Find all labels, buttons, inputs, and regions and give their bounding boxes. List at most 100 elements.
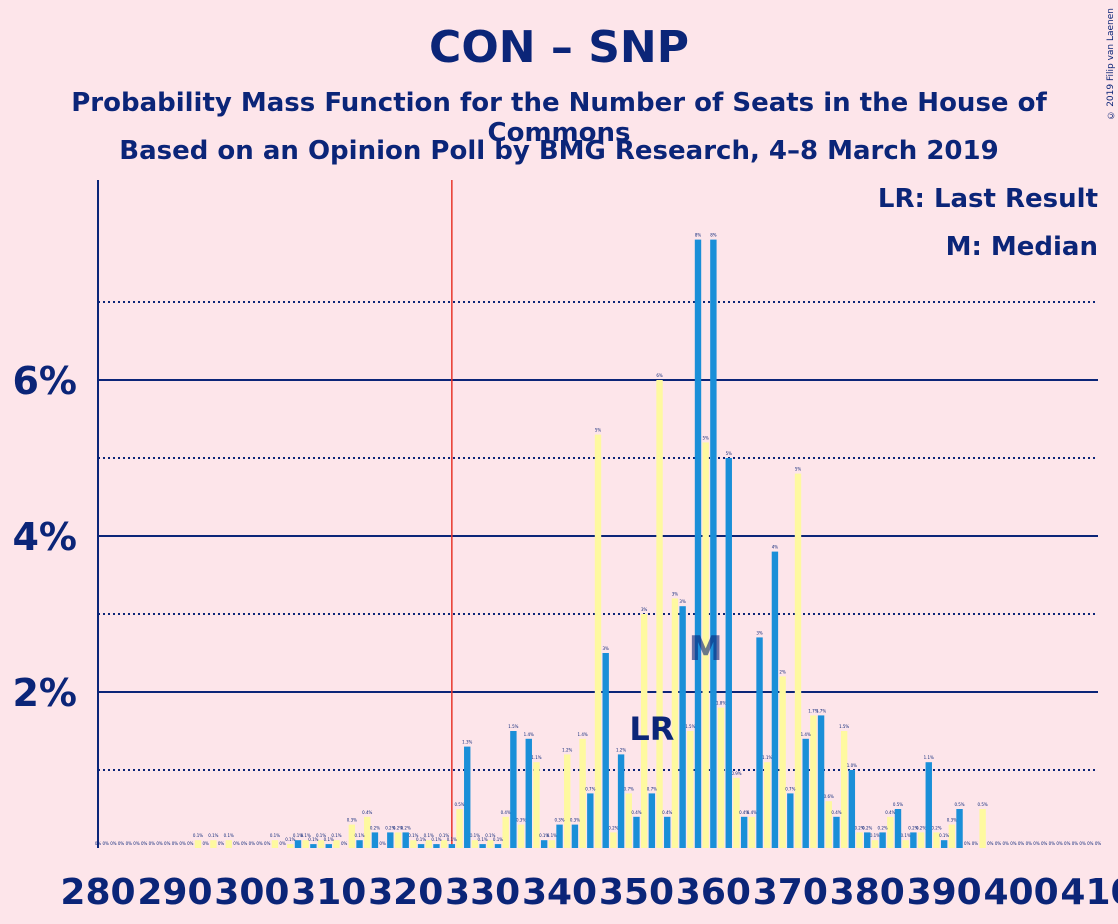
yellow-series-bar <box>210 840 217 848</box>
yellow-series-data-label: 0.1% <box>301 833 311 838</box>
blue-series-data-label: 0.5% <box>893 802 903 807</box>
yellow-series-data-label: 5% <box>795 467 802 472</box>
yellow-series-data-label: 0% <box>164 841 171 846</box>
legend-median: M: Median <box>945 232 1098 262</box>
blue-series-data-label: 0.1% <box>539 833 549 838</box>
yellow-series-data-label: 1.5% <box>839 724 849 729</box>
blue-series-data-label: 0.1% <box>447 837 457 842</box>
yellow-series-bar <box>917 832 925 848</box>
yellow-series-data-label: 1.1% <box>762 755 772 760</box>
yellow-series-data-label: 0.1% <box>424 833 434 838</box>
blue-series-data-label: 0.1% <box>416 837 426 842</box>
blue-series-bar <box>848 770 856 848</box>
blue-series-data-label: 0.3% <box>570 818 580 823</box>
yellow-series-data-label: 0.2% <box>854 825 864 830</box>
chart-subtitle: Probability Mass Function for the Number… <box>71 88 1047 148</box>
blue-series-bar <box>787 793 794 848</box>
yellow-series-bar <box>287 844 294 848</box>
yellow-series-bar <box>425 840 432 848</box>
blue-series-data-label: 1.2% <box>616 747 626 752</box>
blue-series-data-label: 0% <box>172 841 179 846</box>
x-tick-label: 390 <box>907 872 982 913</box>
yellow-series-bar <box>564 754 571 848</box>
blue-series-data-label: 0% <box>1049 841 1056 846</box>
yellow-series-bar <box>656 380 663 848</box>
yellow-series-bar <box>487 840 494 848</box>
yellow-series-data-label: 0% <box>133 841 140 846</box>
yellow-series-data-label: 1.5% <box>685 724 695 729</box>
blue-series-data-label: 0.1% <box>308 837 318 842</box>
blue-series-data-label: 0.7% <box>785 786 795 791</box>
x-tick-label: 370 <box>753 872 828 913</box>
blue-series-bar <box>402 832 409 848</box>
blue-series-bar <box>433 844 440 848</box>
yellow-series-data-label: 0% <box>179 841 186 846</box>
blue-series-bar <box>725 458 732 848</box>
blue-series-data-label: 0.1% <box>293 833 303 838</box>
blue-series-data-label: 0% <box>110 841 117 846</box>
blue-series-bar <box>356 840 363 848</box>
x-tick-label: 320 <box>368 872 443 913</box>
blue-series-bar <box>694 239 702 849</box>
legend-last-result: LR: Last Result <box>877 184 1098 214</box>
yellow-series-data-label: 0.1% <box>870 833 880 838</box>
yellow-series-bar <box>856 832 863 848</box>
blue-series-data-label: 3% <box>679 599 686 604</box>
blue-series-data-label: 0.2% <box>878 825 888 830</box>
blue-series-data-label: 0% <box>279 841 286 846</box>
blue-series-bar <box>479 844 486 848</box>
blue-series-data-label: 0% <box>1064 841 1071 846</box>
yellow-series-data-label: 0% <box>379 841 386 846</box>
x-tick-label: 380 <box>830 872 905 913</box>
blue-series-data-label: 1.4% <box>801 732 811 737</box>
blue-series-data-label: 5% <box>726 451 733 456</box>
yellow-series-bar <box>302 840 309 848</box>
yellow-series-bar <box>194 840 202 848</box>
y-tick-label: 2% <box>12 671 77 715</box>
yellow-series-data-label: 0% <box>964 841 971 846</box>
blue-series-data-label: 0.7% <box>647 786 657 791</box>
yellow-series-data-label: 0.4% <box>747 810 757 815</box>
yellow-series-bar <box>717 707 725 848</box>
blue-series-bar <box>756 637 763 848</box>
blue-series-data-label: 0% <box>972 841 979 846</box>
x-tick-label: 360 <box>676 872 751 913</box>
blue-series-data-label: 0% <box>264 841 271 846</box>
x-tick-label: 300 <box>214 872 289 913</box>
yellow-series-data-label: 0.1% <box>408 833 418 838</box>
blue-series-data-label: 0% <box>249 841 256 846</box>
blue-series-data-label: 0.4% <box>631 810 641 815</box>
yellow-series-bar <box>748 816 756 848</box>
yellow-series-data-label: 0.7% <box>624 786 634 791</box>
blue-series-data-label: 0.2% <box>862 825 872 830</box>
blue-series-data-label: 1.1% <box>924 755 934 760</box>
yellow-series-bar <box>225 840 232 848</box>
yellow-series-data-label: 0% <box>1072 841 1079 846</box>
yellow-series-bar <box>687 731 694 848</box>
yellow-series-data-label: 0% <box>118 841 125 846</box>
yellow-series-bar <box>702 442 709 848</box>
yellow-series-bar <box>579 738 586 848</box>
blue-series-data-label: 0% <box>987 841 994 846</box>
blue-series-bar <box>556 824 563 848</box>
blue-series-bar <box>310 844 317 848</box>
yellow-series-data-label: 0.5% <box>978 802 988 807</box>
yellow-series-bar <box>671 598 679 848</box>
blue-series-bar <box>540 840 548 848</box>
blue-series-data-label: 0.2% <box>370 825 380 830</box>
yellow-series-bar <box>933 832 940 848</box>
blue-series-data-label: 0% <box>1033 841 1040 846</box>
x-tick-label: 310 <box>291 872 366 913</box>
blue-series-data-label: 0.1% <box>478 837 488 842</box>
yellow-series-data-label: 0.3% <box>347 818 357 823</box>
blue-series-data-label: 0.1% <box>493 837 503 842</box>
blue-series-data-label: 1.5% <box>508 724 518 729</box>
blue-series-bar <box>510 731 517 848</box>
yellow-series-bar <box>887 816 894 848</box>
blue-series-bar <box>740 816 748 848</box>
blue-series-data-label: 0.2% <box>908 825 918 830</box>
blue-series-data-label: 0% <box>187 841 194 846</box>
blue-series-bar <box>448 844 456 848</box>
blue-series-data-label: 0.4% <box>739 810 749 815</box>
yellow-series-bar <box>471 840 479 848</box>
